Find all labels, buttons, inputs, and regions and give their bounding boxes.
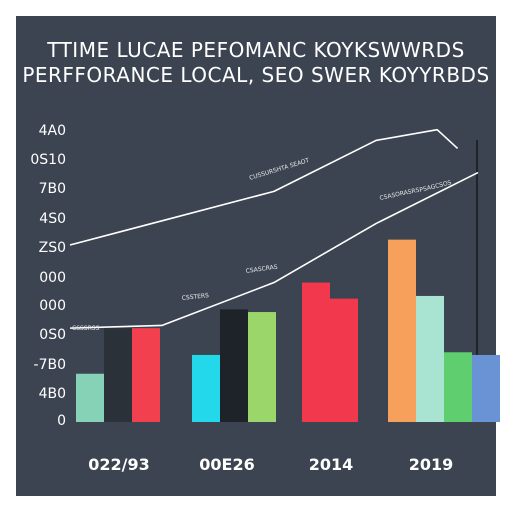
bar [104,328,132,422]
bar [358,341,386,422]
bar [248,312,276,422]
x-tick-label: 022/93 [88,455,150,474]
annotation-label: CSSTERS [181,292,209,302]
x-tick-label: 2014 [308,455,354,474]
chart-subtitle: PERFFORANCE LOCAL, SEO SWER KOYYRBDS [22,63,490,87]
bar [220,309,248,422]
series-line [69,171,479,329]
annotation-label: CSSSRSS [72,325,100,332]
bar [330,298,358,422]
chart-title: TTIME LUCAE PEFOMANC KOYKSWWRDS [47,38,465,62]
y-tick-label: 0S0 [39,327,66,343]
bar [416,295,444,422]
bar [302,282,330,422]
y-tick-label: 0S10 [30,152,66,168]
x-tick-label: 00E26 [199,455,255,474]
bar [388,239,416,422]
y-tick-label: 000 [39,298,66,314]
bar [132,328,160,422]
bar [192,354,220,422]
y-tick-label: 7B0 [38,181,66,197]
x-tick-label: 2019 [408,455,454,474]
bar [444,352,472,422]
y-tick-label: 000 [39,270,66,286]
annotation-label: CSASORASRS [379,187,420,202]
y-tick-label: 0 [57,413,66,429]
annotation-label: PSAGCSOS [419,179,453,194]
bar [472,354,500,422]
y-tick-label: 4A0 [38,123,66,139]
y-tick-label: 4B0 [38,386,66,402]
annotation-label: CSASCRAS [245,264,278,275]
y-tick-label: ZS0 [38,240,66,256]
y-tick-label: 4S0 [39,211,66,227]
series-line [69,128,459,246]
bar [76,373,104,422]
y-tick-label: -7B0 [33,357,66,373]
